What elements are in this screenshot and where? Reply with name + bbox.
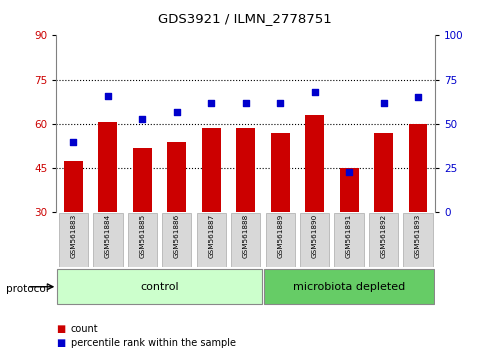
Text: GSM561886: GSM561886	[173, 214, 180, 258]
FancyBboxPatch shape	[93, 213, 122, 267]
FancyBboxPatch shape	[162, 213, 191, 267]
FancyBboxPatch shape	[368, 213, 397, 267]
FancyBboxPatch shape	[403, 213, 432, 267]
Text: GSM561885: GSM561885	[139, 214, 145, 258]
Point	[207, 100, 215, 105]
Bar	[133, 148, 152, 212]
Text: GSM561889: GSM561889	[277, 214, 283, 258]
Point	[379, 100, 386, 105]
FancyBboxPatch shape	[334, 213, 363, 267]
FancyBboxPatch shape	[299, 213, 328, 267]
Point	[345, 169, 352, 175]
Point	[104, 93, 112, 98]
FancyBboxPatch shape	[127, 213, 157, 267]
Text: GSM561887: GSM561887	[208, 214, 214, 258]
Bar	[305, 115, 324, 212]
FancyBboxPatch shape	[196, 213, 225, 267]
Point	[69, 139, 77, 144]
Point	[276, 100, 284, 105]
Bar	[167, 142, 186, 212]
Point	[310, 89, 318, 95]
Text: GSM561890: GSM561890	[311, 214, 317, 258]
Text: GSM561888: GSM561888	[242, 214, 248, 258]
Bar	[373, 133, 392, 212]
Text: GSM561883: GSM561883	[70, 214, 76, 258]
Bar	[202, 128, 220, 212]
FancyBboxPatch shape	[264, 269, 433, 304]
Text: ■: ■	[56, 324, 65, 333]
Point	[413, 95, 421, 100]
Bar	[236, 128, 255, 212]
Bar	[270, 133, 289, 212]
FancyBboxPatch shape	[231, 213, 260, 267]
Point	[242, 100, 249, 105]
Text: GSM561884: GSM561884	[105, 214, 111, 258]
Bar	[98, 122, 117, 212]
Point	[138, 116, 146, 121]
Text: microbiota depleted: microbiota depleted	[292, 282, 405, 292]
Bar	[339, 168, 358, 212]
Text: GSM561893: GSM561893	[414, 214, 420, 258]
Text: percentile rank within the sample: percentile rank within the sample	[71, 338, 235, 348]
Text: count: count	[71, 324, 98, 333]
Bar	[64, 161, 83, 212]
Text: GSM561891: GSM561891	[346, 214, 351, 258]
Text: control: control	[140, 282, 179, 292]
FancyBboxPatch shape	[59, 213, 88, 267]
Text: protocol: protocol	[6, 284, 49, 293]
Text: ■: ■	[56, 338, 65, 348]
Bar	[407, 124, 427, 212]
Text: GSM561892: GSM561892	[380, 214, 386, 258]
FancyBboxPatch shape	[57, 269, 262, 304]
Point	[173, 109, 181, 114]
FancyBboxPatch shape	[265, 213, 294, 267]
Text: GDS3921 / ILMN_2778751: GDS3921 / ILMN_2778751	[157, 12, 331, 25]
